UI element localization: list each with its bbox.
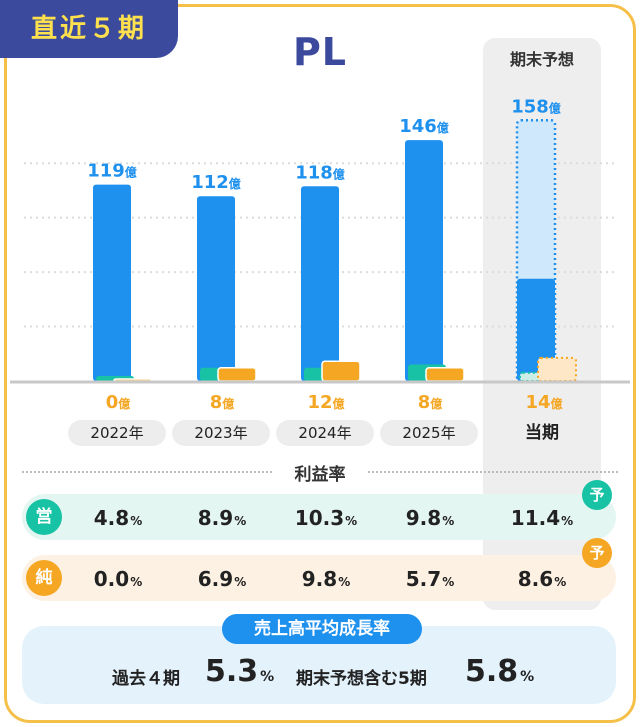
page-title: PL <box>292 30 348 74</box>
year-label-2024: 2024年 <box>276 420 374 446</box>
op-margin-2025: 9.8% <box>405 506 455 530</box>
net-margin-2024: 9.8% <box>301 567 351 591</box>
net-value-label: 0億 <box>106 392 131 413</box>
net-bar <box>217 367 257 382</box>
margin-title: 利益率 <box>294 465 346 485</box>
net-value-label: 14億 <box>525 392 562 413</box>
growth-past-value: 5.3% <box>205 654 275 689</box>
net-value-label: 8億 <box>418 392 443 413</box>
revenue-value-label: 118億 <box>295 162 345 183</box>
forecast-mark-op: 予 <box>582 480 612 510</box>
net-margin-2025: 5.7% <box>405 567 455 591</box>
revenue-bar <box>517 278 555 381</box>
revenue-value-label: 112億 <box>191 172 241 193</box>
revenue-bar <box>301 186 339 381</box>
pl-bar-chart: 119億 0億 112億 8億 118億 12億 146億 8億 158億 14億 <box>10 96 630 413</box>
divider-right <box>368 471 618 473</box>
op-margin-2023: 8.9% <box>197 506 247 530</box>
net-margin-2023: 6.9% <box>197 567 247 591</box>
year-label-2023: 2023年 <box>172 420 270 446</box>
net-bar <box>425 367 465 382</box>
growth-incl-label: 期末予想含む5期 <box>296 669 427 689</box>
net-bar <box>321 360 361 382</box>
growth-past-label: 過去４期 <box>112 669 180 689</box>
year-label-2025: 2025年 <box>380 420 478 446</box>
net-margin-row <box>22 555 616 601</box>
revenue-bar <box>93 184 131 381</box>
op-margin-2022: 4.8% <box>93 506 143 530</box>
op-margin-2024: 10.3% <box>294 506 358 530</box>
net-margin-current: 8.6% <box>517 567 567 591</box>
revenue-bar <box>405 140 443 381</box>
operating-margin-row <box>22 494 616 540</box>
net-value-label: 12億 <box>307 392 344 413</box>
revenue-value-label: 119億 <box>87 161 137 182</box>
divider-left <box>22 471 272 473</box>
revenue-value-label: 158億 <box>511 96 561 117</box>
growth-incl-value: 5.8% <box>465 654 535 689</box>
forecast-mark-net: 予 <box>582 538 612 568</box>
net-value-label: 8億 <box>210 392 235 413</box>
operating-badge: 営 <box>26 499 62 535</box>
year-label-current: 当期 <box>525 423 559 443</box>
net-forecast-bar <box>537 356 577 382</box>
revenue-bar <box>197 196 235 381</box>
op-margin-current: 11.4% <box>510 506 574 530</box>
net-badge: 純 <box>26 560 62 596</box>
net-margin-2022: 0.0% <box>93 567 143 591</box>
period-badge: 直近５期 <box>0 0 178 58</box>
growth-title: 売上高平均成長率 <box>222 614 422 644</box>
year-label-2022: 2022年 <box>68 420 166 446</box>
revenue-value-label: 146億 <box>399 116 449 137</box>
forecast-label: 期末予想 <box>509 50 574 69</box>
period-badge-label: 直近５期 <box>30 14 147 44</box>
